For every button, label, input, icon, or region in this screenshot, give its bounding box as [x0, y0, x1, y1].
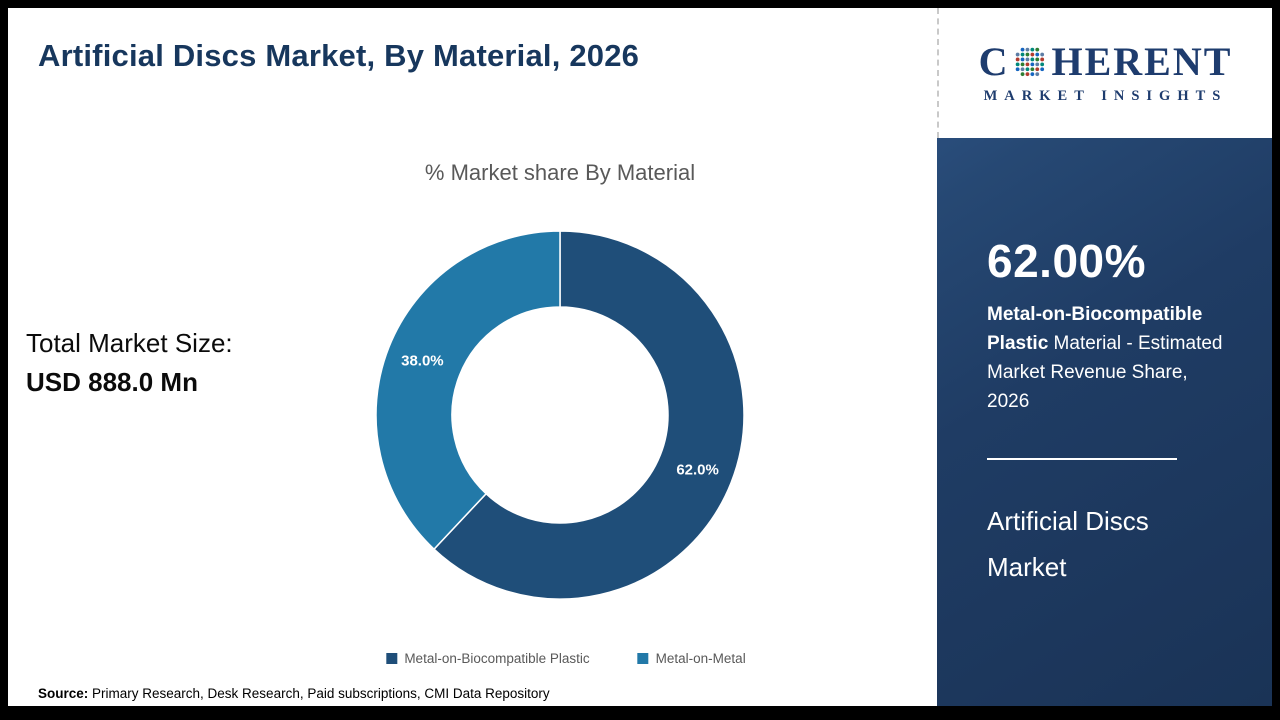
chart-title: % Market share By Material — [424, 160, 696, 185]
globe-dot — [1030, 71, 1035, 76]
globe-dot — [1030, 47, 1035, 52]
donut-slice-label-1: 38.0% — [401, 353, 444, 370]
globe-dot — [1021, 71, 1025, 76]
total-market-size-value: USD 888.0 Mn — [26, 367, 198, 397]
legend-item: Metal-on-Biocompatible Plastic — [386, 651, 590, 666]
globe-dot — [1035, 71, 1040, 76]
globe-dot — [1030, 52, 1035, 56]
globe-dot — [1021, 66, 1025, 71]
globe-dot — [1021, 61, 1025, 66]
globe-dots-icon — [1016, 47, 1045, 76]
globe-dot — [1030, 61, 1035, 66]
globe-dot — [1016, 52, 1021, 56]
stat-description-highlight: Metal-on-Biocompatible Plastic — [987, 304, 1203, 354]
globe-dot — [1040, 57, 1045, 61]
globe-dot — [1021, 47, 1025, 52]
chart-legend: Metal-on-Biocompatible Plastic Metal-on-… — [386, 651, 746, 666]
legend-swatch-metal-on-biocompatible-plastic — [386, 653, 398, 664]
donut-chart-svg: 62.0% 38.0% — [375, 230, 745, 600]
legend-label: Metal-on-Metal — [655, 651, 746, 666]
globe-dot — [1035, 57, 1040, 61]
main-panel: Artificial Discs Market, By Material, 20… — [8, 8, 937, 706]
globe-dot — [1030, 66, 1035, 71]
sidebar: C HERENT MARKET INSIGHTS 62.00% Metal-on… — [937, 8, 1272, 706]
globe-dot — [1016, 57, 1021, 61]
stat-description: Metal-on-Biocompatible Plastic Material … — [987, 300, 1234, 416]
logo-text-post: HERENT — [1051, 38, 1233, 84]
sidebar-content: 62.00% Metal-on-Biocompatible Plastic Ma… — [937, 138, 1272, 590]
legend-item: Metal-on-Metal — [637, 651, 746, 666]
total-market-size-label: Total Market Size: — [26, 328, 233, 358]
source-text: Primary Research, Desk Research, Paid su… — [88, 686, 550, 701]
globe-dot — [1026, 57, 1030, 61]
market-name: Artificial Discs Market — [987, 506, 1149, 582]
globe-dot — [1016, 61, 1021, 66]
brand-logo: C HERENT MARKET INSIGHTS — [937, 8, 1272, 138]
brand-logo-subtitle: MARKET INSIGHTS — [983, 87, 1228, 104]
globe-dot — [1040, 52, 1045, 56]
globe-dot — [1035, 66, 1040, 71]
globe-dot — [1030, 57, 1035, 61]
legend-swatch-metal-on-metal — [637, 653, 649, 664]
globe-dot — [1026, 47, 1030, 52]
logo-text-pre: C — [978, 38, 1010, 84]
globe-dot — [1016, 66, 1021, 71]
globe-dot — [1021, 52, 1025, 56]
page-title: Artificial Discs Market, By Material, 20… — [38, 38, 640, 73]
globe-dot — [1040, 66, 1045, 71]
source-line: Source: Primary Research, Desk Research,… — [38, 686, 550, 701]
stat-value: 62.00% — [987, 235, 1147, 287]
globe-dot — [1035, 47, 1040, 52]
donut-slice-1 — [375, 230, 561, 551]
globe-dot — [1021, 57, 1025, 61]
globe-dot — [1026, 61, 1030, 66]
donut-slice-label-0: 62.0% — [676, 461, 719, 478]
source-label: Source: — [38, 686, 89, 701]
brand-logo-wordmark: C HERENT — [978, 38, 1233, 84]
globe-dot — [1035, 52, 1040, 56]
stat-description-rest: Material - Estimated Market Revenue Shar… — [987, 333, 1223, 412]
globe-dot — [1035, 61, 1040, 66]
donut-slice-0 — [432, 230, 745, 600]
globe-dot — [1026, 66, 1030, 71]
legend-label: Metal-on-Biocompatible Plastic — [404, 651, 590, 666]
total-market-size-block: Total Market Size: USD 888.0 Mn — [26, 328, 233, 398]
sidebar-divider — [987, 458, 1177, 460]
globe-dot — [1026, 71, 1030, 76]
globe-dot — [1040, 61, 1045, 66]
donut-chart: 62.0% 38.0% — [370, 225, 750, 605]
globe-dot — [1026, 52, 1030, 56]
